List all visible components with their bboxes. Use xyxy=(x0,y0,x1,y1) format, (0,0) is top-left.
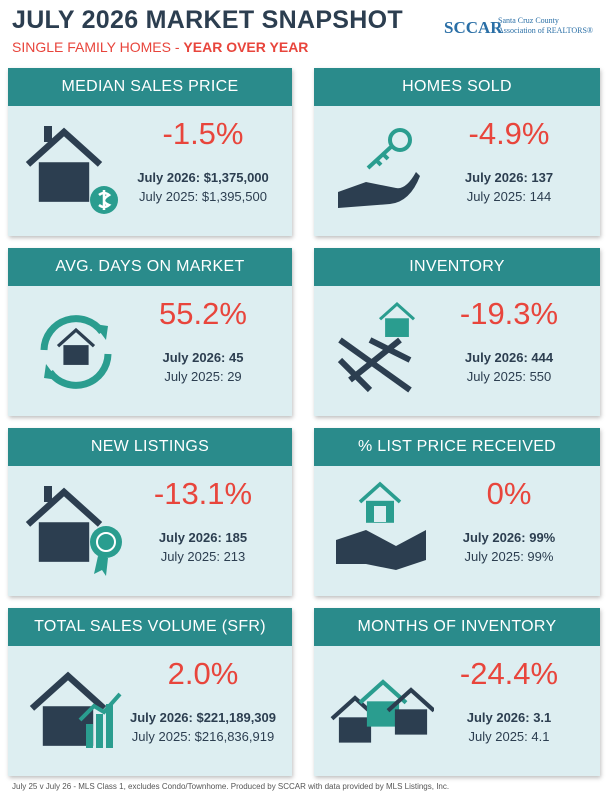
subtitle-text: SINGLE FAMILY HOMES - xyxy=(12,39,184,55)
current-value: July 2026: 45 xyxy=(162,350,244,365)
icon-graphic xyxy=(336,481,426,570)
icon xyxy=(24,480,128,580)
change: -24.4% xyxy=(459,656,559,691)
card-title: MEDIAN SALES PRICE xyxy=(8,68,292,106)
icon xyxy=(330,300,434,400)
icon-graphic xyxy=(338,128,420,208)
previous-value: July 2025: 213 xyxy=(160,549,246,564)
change: -1.5% xyxy=(162,116,244,151)
icon xyxy=(330,120,434,220)
previous-value: July 2025: 4.1 xyxy=(468,729,550,744)
stat-card: NEW LISTINGS -13.1% July 2026: 185 July 202… xyxy=(8,428,292,596)
card-title: MONTHS OF INVENTORY xyxy=(314,608,600,646)
current-value: July 2026: 3.1 xyxy=(466,710,552,725)
card-title: NEW LISTINGS xyxy=(8,428,292,466)
icon-graphic xyxy=(29,671,122,748)
change: 2.0% xyxy=(167,656,239,691)
logo-text: Santa Cruz County Association of REALTOR… xyxy=(498,16,593,35)
previous-value: July 2025: 29 xyxy=(164,369,242,384)
logo: SCCAR Santa Cruz County Association of R… xyxy=(444,14,594,44)
change: -19.3% xyxy=(459,296,559,331)
title: JULY 2026 MARKET SNAPSHOT xyxy=(12,6,403,34)
current-value: July 2026: 185 xyxy=(158,530,248,545)
current-value: July 2026: 137 xyxy=(464,170,554,185)
change: 0% xyxy=(486,476,532,511)
current-value: July 2026: $1,375,000 xyxy=(137,170,269,185)
logo-mark: SCCAR xyxy=(444,18,503,37)
card-title: % LIST PRICE RECEIVED xyxy=(314,428,600,466)
previous-value: July 2025: 550 xyxy=(466,369,552,384)
change: -13.1% xyxy=(153,476,253,511)
icon xyxy=(24,300,128,400)
icon-graphic xyxy=(25,126,118,214)
current-value: July 2026: $221,189,309 xyxy=(129,710,276,725)
icon xyxy=(330,660,436,760)
previous-value: July 2025: $1,395,500 xyxy=(139,189,267,204)
card-title: INVENTORY xyxy=(314,248,600,286)
icon-graphic xyxy=(337,301,416,393)
card-title: HOMES SOLD xyxy=(314,68,600,106)
stat-card: MEDIAN SALES PRICE -1.5% July 2026: $1,375… xyxy=(8,68,292,236)
card-title: AVG. DAYS ON MARKET xyxy=(8,248,292,286)
stat-card: INVENTORY -19.3% July 2026: 444 July 2025: … xyxy=(314,248,600,416)
current-value: July 2026: 444 xyxy=(464,350,554,365)
card-title: TOTAL SALES VOLUME (SFR) xyxy=(8,608,292,646)
subtitle: SINGLE FAMILY HOMES - YEAR OVER YEAR xyxy=(12,39,308,55)
icon-graphic xyxy=(330,679,436,743)
change: -4.9% xyxy=(468,116,550,151)
icon xyxy=(24,120,128,220)
stat-card: MONTHS OF INVENTORY -24.4% July 2026: 3.1 J… xyxy=(314,608,600,776)
current-value: July 2026: 99% xyxy=(462,530,556,545)
change: 55.2% xyxy=(159,296,247,331)
subtitle-emphasis: YEAR OVER YEAR xyxy=(183,39,309,55)
icon-graphic xyxy=(25,486,122,576)
footer: July 25 v July 26 - MLS Class 1, exclude… xyxy=(12,782,450,791)
previous-value: July 2025: 144 xyxy=(466,189,552,204)
icon xyxy=(330,480,434,580)
stat-card: TOTAL SALES VOLUME (SFR) 2.0% July 2026: $… xyxy=(8,608,292,776)
previous-value: July 2025: 99% xyxy=(464,549,554,564)
icon xyxy=(24,660,128,760)
icon-graphic xyxy=(40,315,112,389)
stat-card: HOMES SOLD -4.9% July 2026: 137 July 2025: … xyxy=(314,68,600,236)
previous-value: July 2025: $216,836,919 xyxy=(131,729,275,744)
stat-card: AVG. DAYS ON MARKET 55.2% July 2026: 45 Jul… xyxy=(8,248,292,416)
stat-card: % LIST PRICE RECEIVED 0% July 2026: 99% Jul… xyxy=(314,428,600,596)
